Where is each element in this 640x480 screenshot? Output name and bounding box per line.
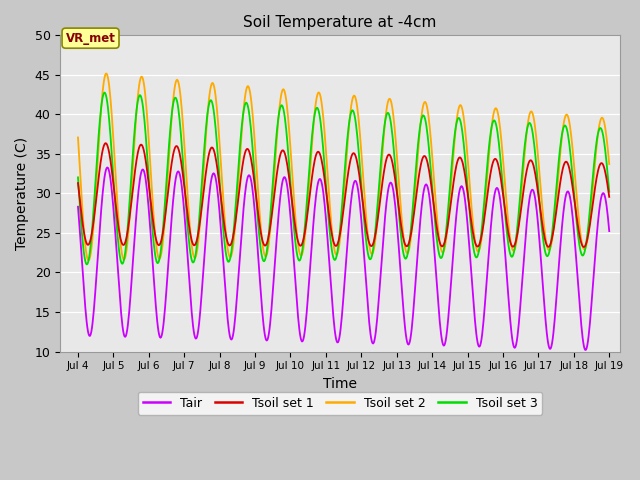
Legend: Tair, Tsoil set 1, Tsoil set 2, Tsoil set 3: Tair, Tsoil set 1, Tsoil set 2, Tsoil se…	[138, 392, 543, 415]
Y-axis label: Temperature (C): Temperature (C)	[15, 137, 29, 250]
Text: VR_met: VR_met	[65, 32, 115, 45]
Title: Soil Temperature at -4cm: Soil Temperature at -4cm	[243, 15, 436, 30]
X-axis label: Time: Time	[323, 377, 357, 391]
